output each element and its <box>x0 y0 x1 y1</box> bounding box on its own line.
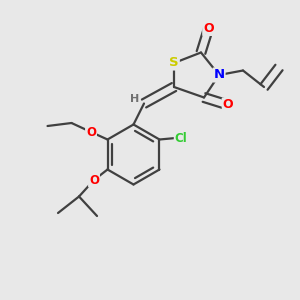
Text: O: O <box>203 22 214 35</box>
Text: O: O <box>223 98 233 112</box>
Text: S: S <box>169 56 179 70</box>
Text: O: O <box>86 125 96 139</box>
Text: H: H <box>130 94 140 104</box>
Text: Cl: Cl <box>175 131 188 145</box>
Text: N: N <box>213 68 225 82</box>
Text: O: O <box>89 173 99 187</box>
